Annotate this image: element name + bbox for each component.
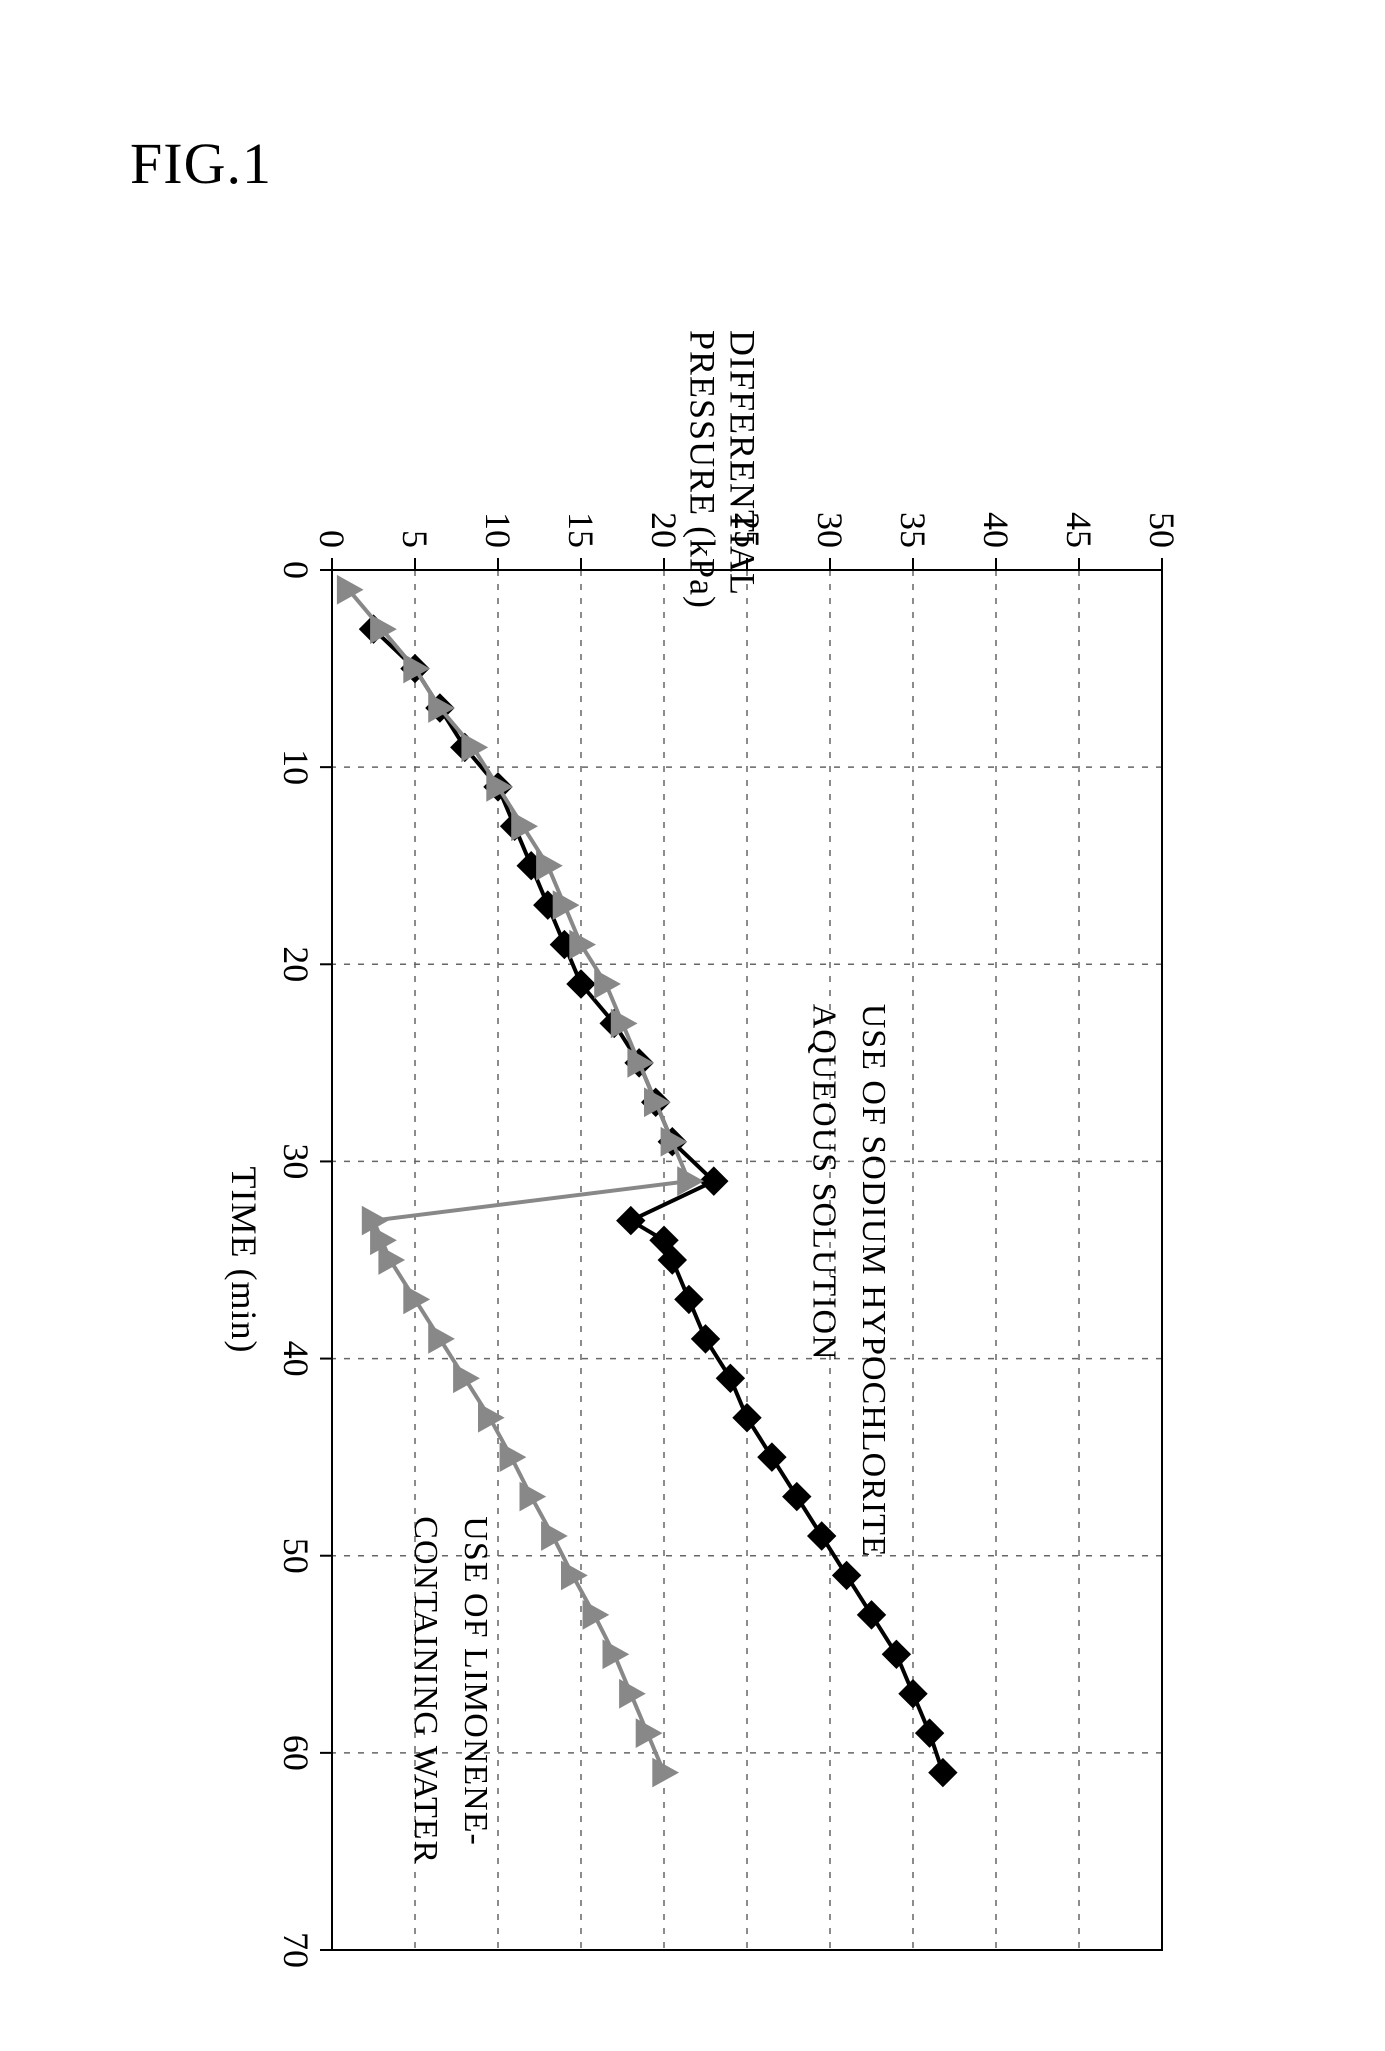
y-tick-label: 40 xyxy=(976,512,1016,548)
page-root: FIG.1 0510152025303540455001020304050607… xyxy=(0,0,1385,2051)
y-tick-label: 30 xyxy=(810,512,850,548)
y-axis-label-line2: PRESSURE (kPa) xyxy=(682,330,722,609)
x-tick-label: 70 xyxy=(276,1932,316,1968)
x-tick-label: 0 xyxy=(276,561,316,579)
x-tick-label: 60 xyxy=(276,1735,316,1771)
x-tick-label: 20 xyxy=(276,946,316,982)
y-tick-label: 15 xyxy=(561,512,601,548)
x-tick-label: 10 xyxy=(276,749,316,785)
y-tick-label: 50 xyxy=(1142,512,1182,548)
x-axis-label: TIME (min) xyxy=(224,1167,264,1354)
y-tick-label: 45 xyxy=(1059,512,1099,548)
chart-svg: 05101520253035404550010203040506070TIME … xyxy=(162,310,1222,2050)
y-tick-label: 10 xyxy=(478,512,518,548)
series-label-line1: USE OF SODIUM HYPOCHLORITE xyxy=(855,1004,892,1558)
y-axis-label-line1: DIFFERENTIAL xyxy=(722,330,762,596)
y-tick-label: 35 xyxy=(893,512,933,548)
y-tick-label: 5 xyxy=(395,530,435,548)
series-label-line2: CONTAINING WATER xyxy=(407,1516,444,1864)
figure-label: FIG.1 xyxy=(130,130,272,197)
chart-container: 05101520253035404550010203040506070TIME … xyxy=(162,310,1222,2050)
x-tick-label: 30 xyxy=(276,1143,316,1179)
y-tick-label: 0 xyxy=(312,530,352,548)
x-tick-label: 40 xyxy=(276,1341,316,1377)
y-tick-label: 20 xyxy=(644,512,684,548)
series-label-line1: USE OF LIMONENE- xyxy=(457,1516,494,1846)
series-label-line2: AQUEOUS SOLUTION xyxy=(805,1004,842,1361)
x-tick-label: 50 xyxy=(276,1538,316,1574)
